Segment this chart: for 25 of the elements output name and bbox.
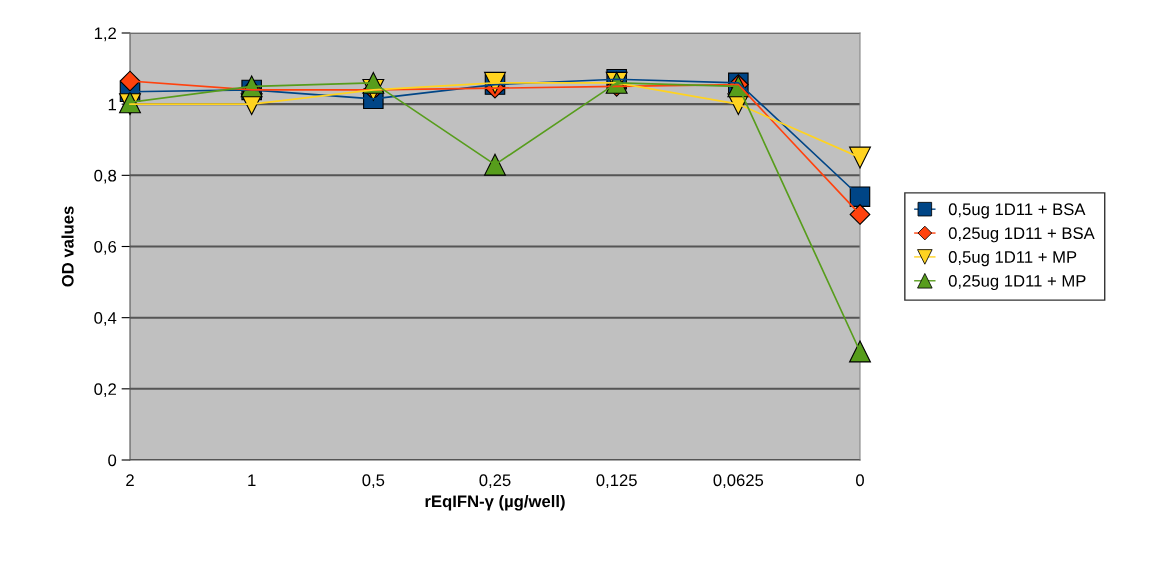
point [849,340,871,363]
point [849,204,871,225]
legend-label: 0,5ug 1D11 + BSA [948,203,1086,219]
x-tick-label: 0,125 [596,474,637,489]
legend-label: 0,25ug 1D11 + BSA [948,227,1095,243]
x-tick-label: 0,0625 [713,474,764,489]
point [484,153,506,176]
x-axis-title: rEqIFN-γ (µg/well) [425,494,565,511]
legend-label: 0,25ug 1D11 + MP [948,274,1086,291]
legend-label: 0,5ug 1D11 + MP [948,251,1077,267]
x-tick-label: 0,5 [362,474,385,489]
x-tick-label: 0,25 [479,474,511,489]
y-tick-label: 1,2 [94,27,116,42]
y-tick-label: 0 [108,454,117,467]
y-tick-label: 0,2 [94,383,116,398]
y-tick-label: 0,6 [94,240,117,255]
point [119,70,141,92]
y-tick-label: 0,4 [94,312,117,326]
y-tick-label: 1 [108,98,116,111]
x-tick-label: 2 [126,474,134,486]
y-axis-title: OD values [61,206,74,287]
x-tick-label: 1 [248,474,256,486]
y-tick-label: 0,8 [94,169,117,184]
point [849,146,871,169]
x-tick-label: 0 [856,474,864,487]
